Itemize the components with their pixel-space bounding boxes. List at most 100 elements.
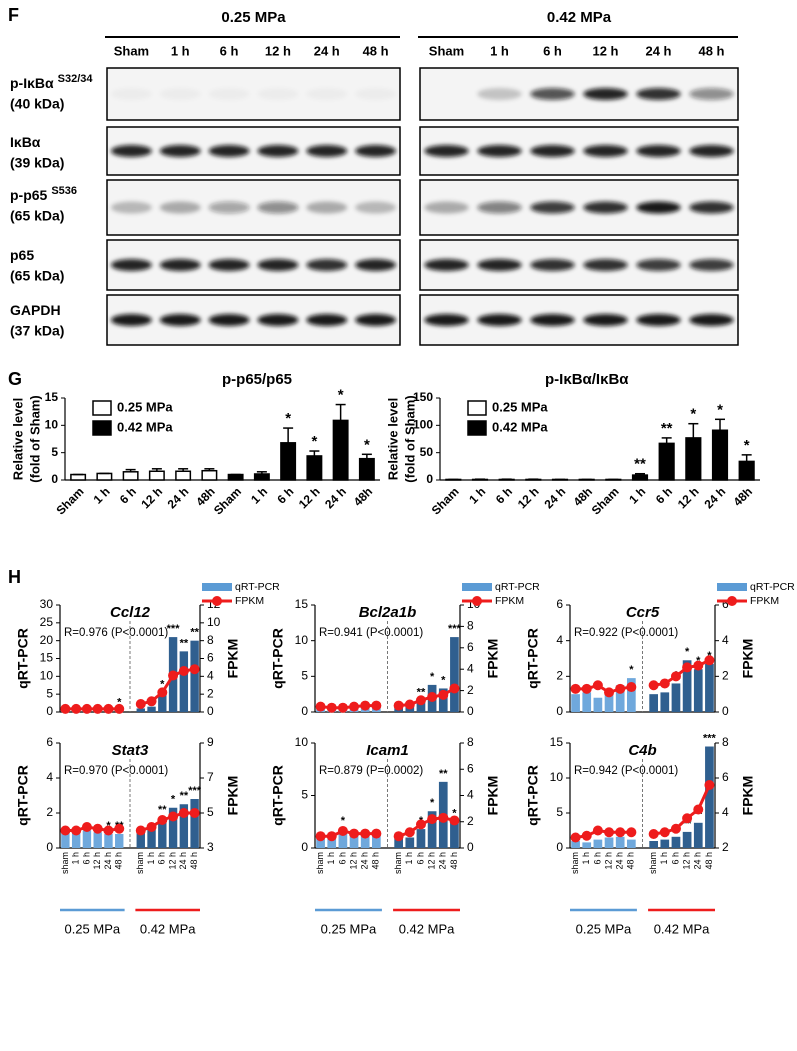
fpkm-point	[168, 811, 179, 822]
y2-tick-label: 0	[207, 704, 214, 718]
blot-band	[159, 259, 201, 271]
significance-label: *	[338, 387, 344, 404]
bar	[394, 837, 404, 848]
x-tick-label: 1 h	[71, 852, 81, 865]
lane-label: 48 h	[698, 43, 724, 58]
legend-swatch	[462, 583, 492, 591]
significance-label: **	[190, 627, 199, 639]
y-tick-label: 10	[295, 633, 309, 647]
bar	[190, 799, 199, 848]
row-name: p65	[10, 247, 34, 263]
bar	[122, 471, 139, 481]
bar	[649, 694, 659, 712]
blot-band	[477, 201, 522, 214]
x-tick-label: 6 h	[117, 484, 139, 506]
y2-tick-label: 6	[207, 651, 214, 665]
blot-band	[208, 314, 250, 326]
fpkm-point	[189, 664, 200, 675]
blot-band	[257, 259, 299, 271]
x-tick-label: 6 h	[493, 484, 515, 506]
fpkm-point	[114, 703, 125, 714]
fpkm-point	[581, 683, 592, 694]
y-tick-label: 4	[46, 770, 53, 784]
y2-tick-label: 2	[722, 840, 729, 854]
blot-band	[306, 314, 348, 326]
row-label: p-p65 S536	[10, 185, 77, 203]
fpkm-point	[157, 687, 168, 698]
bar	[649, 841, 659, 848]
bar	[615, 685, 625, 712]
y-axis-title: Relative level	[385, 398, 400, 480]
fpkm-point	[92, 703, 103, 714]
x-tick-label: 24 h	[103, 852, 113, 870]
bar	[682, 831, 692, 848]
significance-label: *	[744, 437, 750, 454]
y-tick-label: 15	[550, 735, 564, 749]
fpkm-point	[371, 700, 382, 711]
y-axis-title: qRT-PCR	[15, 765, 31, 826]
correlation-note: R=0.970 (P<0.0001)	[64, 765, 168, 777]
bar	[179, 651, 189, 712]
fpkm-point	[146, 822, 157, 832]
blot-band	[530, 201, 575, 214]
group-label: 0.42 MPa	[654, 921, 710, 936]
bar	[582, 692, 592, 712]
y-tick-label: 6	[556, 597, 563, 611]
fpkm-point	[648, 829, 659, 839]
legend-label: FPKM	[495, 595, 524, 607]
bar	[405, 837, 415, 848]
bar	[327, 835, 337, 848]
y-tick-label: 10	[40, 669, 54, 683]
blot-band	[355, 201, 397, 214]
x-tick-label: 24 h	[360, 852, 370, 870]
bar	[682, 660, 692, 712]
fpkm-point	[659, 827, 670, 838]
chart-title: Ccr5	[626, 604, 660, 621]
bar	[685, 437, 702, 481]
blot-band	[355, 145, 397, 157]
row-label: IκBα	[10, 134, 41, 150]
correlation-note: R=0.922 (P<0.0001)	[574, 627, 678, 639]
significance-label: *	[364, 436, 370, 453]
fpkm-point	[604, 827, 615, 838]
blot-band	[689, 145, 734, 157]
significance-label: **	[661, 420, 673, 437]
fpkm-point	[178, 808, 189, 818]
blot-band	[636, 201, 681, 214]
legend-swatch	[467, 420, 487, 436]
y-axis-title: qRT-PCR	[525, 628, 541, 689]
bar	[660, 692, 670, 712]
blot-band	[159, 201, 201, 214]
blot-band	[689, 88, 734, 100]
blot-frame	[419, 294, 739, 346]
y2-tick-label: 0	[467, 840, 474, 854]
significance-label: *	[117, 696, 122, 708]
fpkm-point	[60, 703, 71, 714]
bar	[115, 834, 124, 848]
fpkm-point	[404, 699, 415, 710]
y2-tick-label: 3	[207, 840, 214, 854]
bar	[280, 442, 297, 481]
bar	[147, 825, 156, 848]
bar	[338, 829, 348, 848]
fpkm-point	[168, 670, 179, 681]
bar	[147, 706, 156, 712]
y-tick-label: 150	[413, 390, 433, 404]
lane-label: 24 h	[314, 43, 340, 58]
significance-label: **	[180, 790, 189, 802]
blot-band	[636, 314, 681, 326]
bar	[358, 457, 375, 481]
y2-axis-title: FPKM	[485, 639, 501, 679]
fpkm-point	[81, 703, 92, 714]
chart-title: Bcl2a1b	[359, 604, 417, 621]
y-tick-label: 20	[40, 633, 54, 647]
fpkm-point	[570, 832, 581, 843]
x-tick-label: sham	[135, 852, 145, 874]
fpkm-point	[146, 696, 157, 707]
y2-tick-label: 8	[467, 735, 474, 749]
blot-band	[111, 88, 152, 100]
x-tick-label: 48 h	[449, 852, 459, 870]
blot-band	[355, 88, 396, 100]
y-tick-label: 0	[556, 704, 563, 718]
y-tick-label: 0	[556, 840, 563, 854]
